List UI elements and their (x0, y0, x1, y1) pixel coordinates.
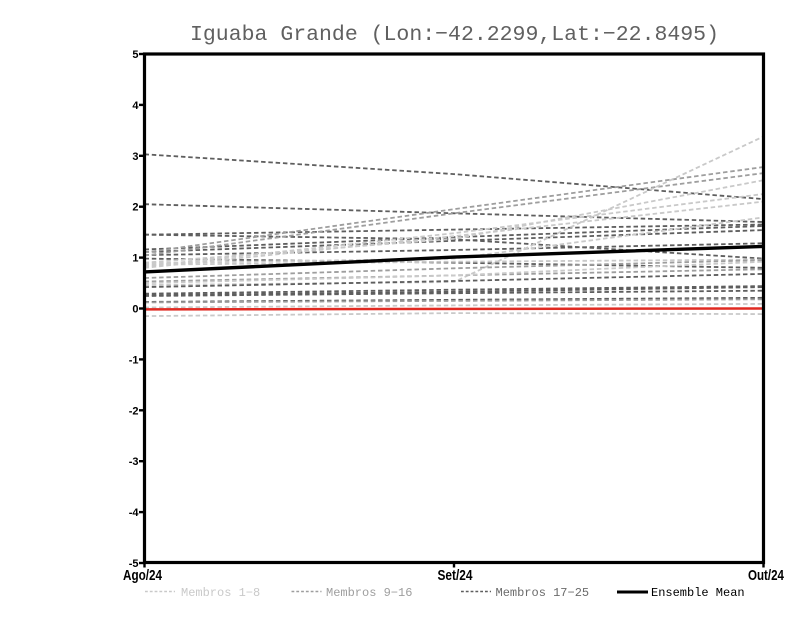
svg-text:-4: -4 (129, 507, 140, 519)
svg-text:-3: -3 (129, 456, 139, 468)
svg-text:Set/24: Set/24 (438, 567, 474, 584)
svg-text:Membros 1−8: Membros 1−8 (181, 586, 260, 600)
svg-text:3: 3 (132, 151, 138, 163)
svg-text:5: 5 (132, 49, 138, 61)
svg-text:Ensemble Mean: Ensemble Mean (651, 586, 745, 600)
svg-text:-1: -1 (129, 354, 139, 366)
svg-text:Membros 9−16: Membros 9−16 (326, 586, 412, 600)
svg-text:-5: -5 (129, 558, 139, 570)
svg-text:Iguaba Grande (Lon:−42.2299,La: Iguaba Grande (Lon:−42.2299,Lat:−22.8495… (190, 23, 719, 47)
svg-text:Ago/24: Ago/24 (123, 567, 163, 584)
svg-text:Out/24: Out/24 (748, 567, 784, 584)
svg-text:2: 2 (132, 202, 138, 214)
svg-text:1: 1 (132, 253, 138, 265)
svg-text:Membros 17−25: Membros 17−25 (496, 586, 590, 600)
svg-text:0: 0 (132, 304, 138, 316)
svg-text:-2: -2 (129, 405, 139, 417)
svg-text:4: 4 (132, 100, 139, 112)
